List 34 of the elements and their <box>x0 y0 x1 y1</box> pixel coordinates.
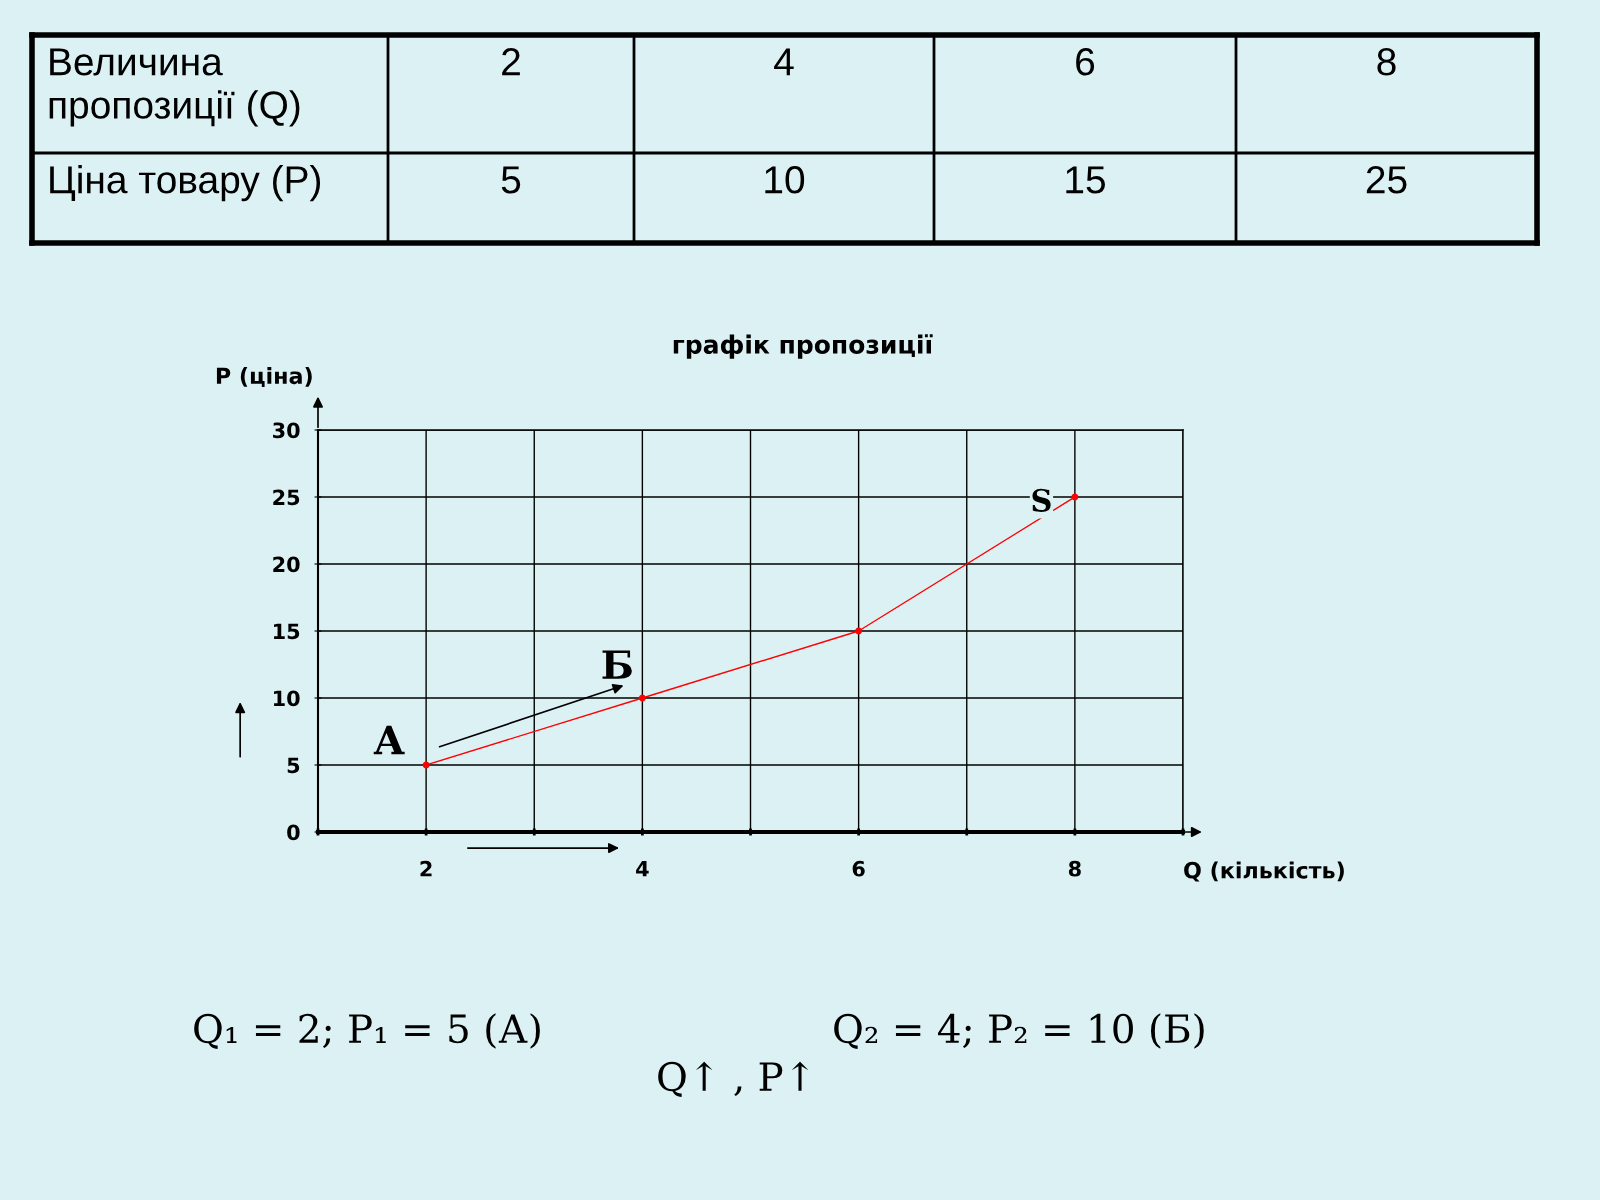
data-label: 15 <box>1066 166 1105 194</box>
text: Q₂ = 4; P₂ = 10 (Б) <box>834 1013 1204 1049</box>
y-tick-label: 0 <box>287 824 300 841</box>
text: Q↑ , P↑ <box>658 1061 808 1097</box>
point <box>855 627 863 635</box>
point <box>422 761 430 769</box>
category-label: 4 <box>774 48 794 76</box>
annotation: А <box>373 725 405 755</box>
y-axis-title: P (ціна) <box>216 366 312 387</box>
category-label: 6 <box>1076 48 1095 76</box>
x-tick-label: 4 <box>636 861 649 877</box>
data-label: 25 <box>1366 166 1407 194</box>
point <box>1071 493 1079 501</box>
annotation: Б <box>602 650 632 679</box>
point <box>638 694 646 702</box>
category-label: 8 <box>1377 48 1396 76</box>
y-tick-label: 20 <box>273 556 300 573</box>
y-tick-label: 5 <box>287 757 300 774</box>
y-tick-label: 10 <box>274 690 300 707</box>
x-tick-label: 8 <box>1068 860 1081 877</box>
y-tick-label: 15 <box>274 623 300 640</box>
chart-title: графік пропозиції <box>673 334 933 359</box>
y-tick-label: 30 <box>273 422 300 439</box>
text: Q₁ = 2; P₁ = 5 (А) <box>194 1013 540 1049</box>
data-label: 10 <box>765 166 805 194</box>
text: Ціна товару (P) <box>50 165 321 202</box>
x-tick-label: 2 <box>420 860 432 877</box>
data-label: 5 <box>501 166 521 194</box>
y-tick-label: 25 <box>273 489 300 506</box>
category-label: 2 <box>502 48 520 76</box>
x-tick-label: 6 <box>852 860 865 877</box>
annotation: S <box>1032 488 1051 512</box>
text: Величина пропозиції (Q) <box>49 48 300 127</box>
x-axis-title: Q (кількість) <box>1184 861 1344 882</box>
